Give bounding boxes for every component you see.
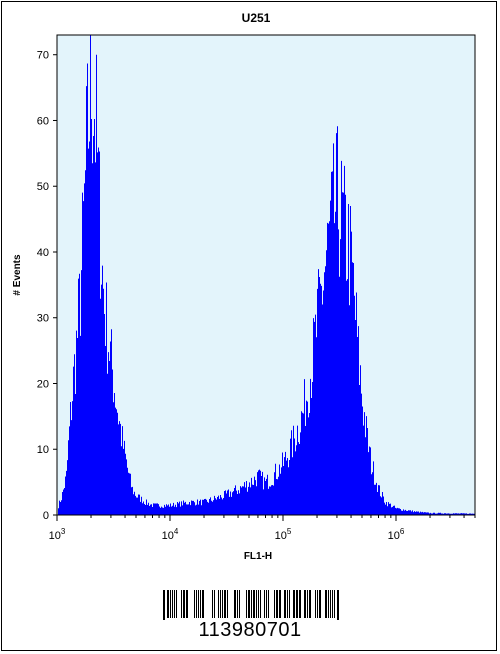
barcode-bar <box>186 590 188 618</box>
barcode-bar <box>220 590 221 618</box>
barcode-bar <box>276 590 278 618</box>
y-axis-label: # Events <box>12 254 23 296</box>
barcode-bar <box>317 590 318 618</box>
barcode-bar <box>248 590 250 618</box>
y-tick-label: 0 <box>43 510 49 522</box>
y-tick-label: 20 <box>37 378 49 390</box>
barcode-bar <box>196 590 197 618</box>
plot-background <box>56 34 476 516</box>
barcode-bar <box>309 590 311 618</box>
barcode-bar <box>172 590 173 618</box>
barcode-bar <box>325 590 327 618</box>
barcode-bar <box>253 590 255 618</box>
barcode-bar <box>260 590 261 618</box>
barcode-number: 113980701 <box>198 619 302 641</box>
barcode-bar <box>239 590 240 618</box>
x-axis-label: FL1-H <box>244 551 272 562</box>
barcode-bar <box>268 590 269 618</box>
barcode-bar <box>332 590 333 618</box>
barcode-bar <box>234 590 236 618</box>
barcode-bar <box>174 590 175 618</box>
barcode-bar <box>237 590 238 618</box>
barcode-bar <box>264 590 265 618</box>
barcode-bar <box>299 590 301 618</box>
barcode-bar <box>218 590 219 618</box>
barcode-bar <box>315 590 316 618</box>
barcode-bar <box>328 590 329 618</box>
barcode-bar <box>224 590 226 618</box>
barcode-bar <box>202 590 204 618</box>
barcode-bar <box>183 590 185 618</box>
y-tick-label: 50 <box>37 181 49 193</box>
barcode-bar <box>274 590 275 618</box>
barcode-bar <box>307 590 308 618</box>
barcode-bar <box>198 590 199 618</box>
barcode-bar <box>222 590 223 618</box>
barcode-bar <box>337 590 339 620</box>
barcode-bar <box>293 590 295 618</box>
barcode-bar <box>246 590 247 618</box>
y-axis: 0 10 20 30 40 50 60 70 <box>37 50 57 522</box>
y-tick-label: 40 <box>37 247 49 259</box>
y-tick-label: 30 <box>37 313 49 325</box>
barcode-bar <box>167 590 169 618</box>
y-tick-label: 70 <box>37 50 49 62</box>
barcode-bar <box>163 590 165 620</box>
barcode-bar <box>289 590 290 618</box>
x-axis: 103 104 105 106 <box>49 515 476 542</box>
histogram-series <box>58 35 475 515</box>
barcode-bar <box>330 590 331 618</box>
x-tick-label: 104 <box>162 527 179 542</box>
barcode-bar <box>256 590 257 618</box>
barcode-bar <box>227 590 228 618</box>
barcode-bar <box>200 590 201 618</box>
barcode-bar <box>279 590 281 618</box>
x-tick-label: 106 <box>388 527 405 542</box>
barcode-bar <box>287 590 288 618</box>
barcode-graphic <box>163 590 339 620</box>
barcode-bar <box>170 590 171 618</box>
barcode-bar <box>176 590 177 618</box>
barcode-bar <box>212 590 213 618</box>
barcode-bar <box>194 590 195 618</box>
barcode-bar <box>266 590 267 618</box>
y-tick-label: 60 <box>37 115 49 127</box>
barcode-bar <box>251 590 252 618</box>
barcode-bar <box>214 590 215 618</box>
x-tick-label: 103 <box>49 527 66 542</box>
barcode-bar <box>258 590 259 618</box>
barcode-bar <box>296 590 298 618</box>
x-tick-label: 105 <box>275 527 292 542</box>
chart-title: U251 <box>242 11 271 25</box>
barcode-bar <box>334 590 335 618</box>
barcode-bar <box>304 590 306 618</box>
barcode-bar <box>181 590 182 618</box>
barcode-bar <box>284 590 286 618</box>
barcode-bar <box>319 590 321 618</box>
y-tick-label: 10 <box>37 444 49 456</box>
